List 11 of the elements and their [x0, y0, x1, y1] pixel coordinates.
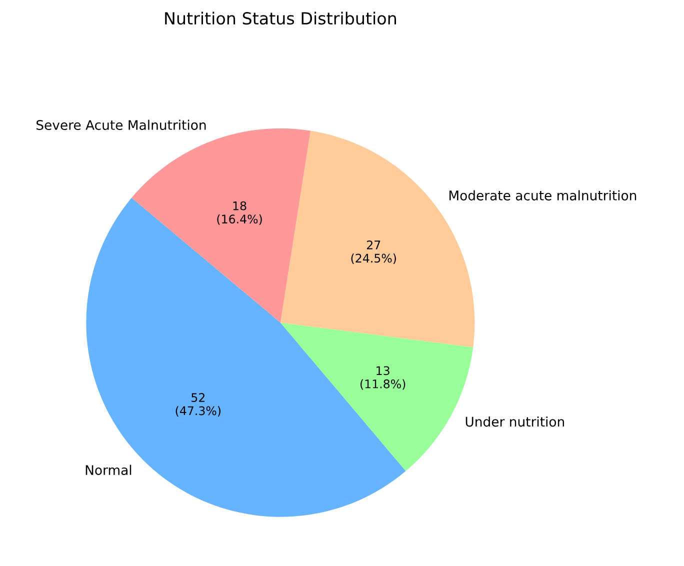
data-label: 52 (47.3%): [176, 393, 220, 417]
chart-title: Nutrition Status Distribution: [165, 12, 396, 25]
slice-label: Normal: [86, 464, 132, 476]
pie-slice: [132, 128, 311, 323]
data-label: 18 (16.4%): [217, 201, 262, 225]
slice-label: Moderate acute malnutrition: [449, 190, 636, 200]
slice-label: Severe Acute Malnutrition: [36, 120, 206, 130]
data-label: 27 (24.5%): [351, 240, 396, 264]
pie-slice: [86, 198, 406, 517]
slice-label: Under nutrition: [466, 416, 564, 427]
data-label: 13 (11.8%): [360, 366, 406, 390]
